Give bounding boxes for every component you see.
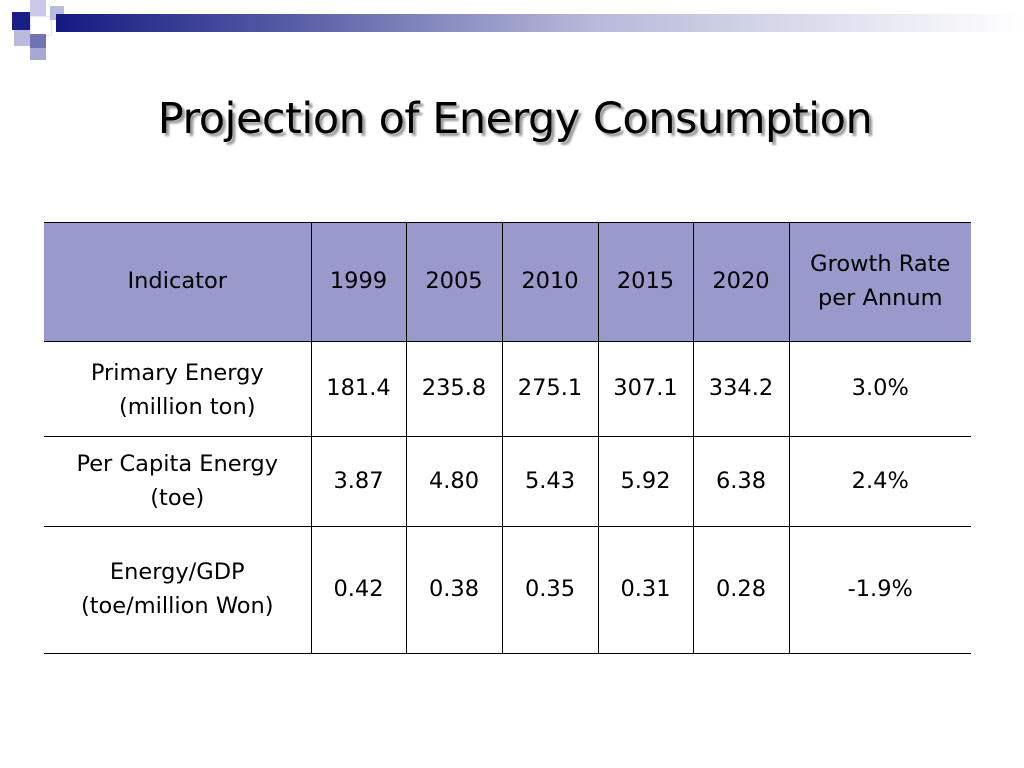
value-2005: 0.38 xyxy=(405,526,503,654)
indicator-unit: (million ton) xyxy=(118,394,256,420)
indicator-unit: (toe) xyxy=(150,484,205,511)
value-2015: 307.1 xyxy=(597,341,694,437)
header-2010: 2010 xyxy=(501,222,599,342)
value-2020: 6.38 xyxy=(692,436,790,527)
header-growth-rate: Growth Rate per Annum xyxy=(788,222,971,342)
value-2010: 0.35 xyxy=(501,526,599,654)
value-2020: 334.2 xyxy=(692,341,790,437)
header-2015: 2015 xyxy=(597,222,694,342)
value-1999: 181.4 xyxy=(310,341,407,437)
value-2005: 4.80 xyxy=(405,436,503,527)
header-1999: 1999 xyxy=(310,222,407,342)
indicator-unit: (toe/million Won) xyxy=(80,593,274,619)
header-indicator: Indicator xyxy=(44,222,312,342)
value-1999: 0.42 xyxy=(310,526,407,654)
growth-rate: -1.9% xyxy=(788,526,971,654)
value-2010: 275.1 xyxy=(501,341,599,437)
growth-rate: 3.0% xyxy=(788,341,971,437)
header-2020: 2020 xyxy=(692,222,790,342)
title-gradient-bar xyxy=(56,14,1024,32)
row-indicator: Primary Energy (million ton) xyxy=(44,341,312,437)
table-row: Energy/GDP (toe/million Won) 0.42 0.38 0… xyxy=(44,526,971,654)
value-2010: 5.43 xyxy=(501,436,599,527)
value-2015: 5.92 xyxy=(597,436,694,527)
header-2005: 2005 xyxy=(405,222,503,342)
value-2015: 0.31 xyxy=(597,526,694,654)
indicator-name: Primary Energy xyxy=(90,360,264,387)
value-2005: 235.8 xyxy=(405,341,503,437)
table-row: Per Capita Energy (toe) 3.87 4.80 5.43 5… xyxy=(44,436,971,527)
row-indicator: Energy/GDP (toe/million Won) xyxy=(44,526,312,654)
slide-title: Projection of Energy Consumption xyxy=(157,94,873,144)
indicator-name: Per Capita Energy xyxy=(76,450,279,477)
corner-decoration xyxy=(0,0,90,70)
indicator-name: Energy/GDP xyxy=(109,559,245,586)
row-indicator: Per Capita Energy (toe) xyxy=(44,436,312,527)
value-1999: 3.87 xyxy=(310,436,407,527)
table-header-row: Indicator 1999 2005 2010 2015 2020 Growt… xyxy=(44,222,971,342)
table-row: Primary Energy (million ton) 181.4 235.8… xyxy=(44,341,971,437)
growth-rate: 2.4% xyxy=(788,436,971,527)
energy-table: Indicator 1999 2005 2010 2015 2020 Growt… xyxy=(44,222,971,654)
value-2020: 0.28 xyxy=(692,526,790,654)
